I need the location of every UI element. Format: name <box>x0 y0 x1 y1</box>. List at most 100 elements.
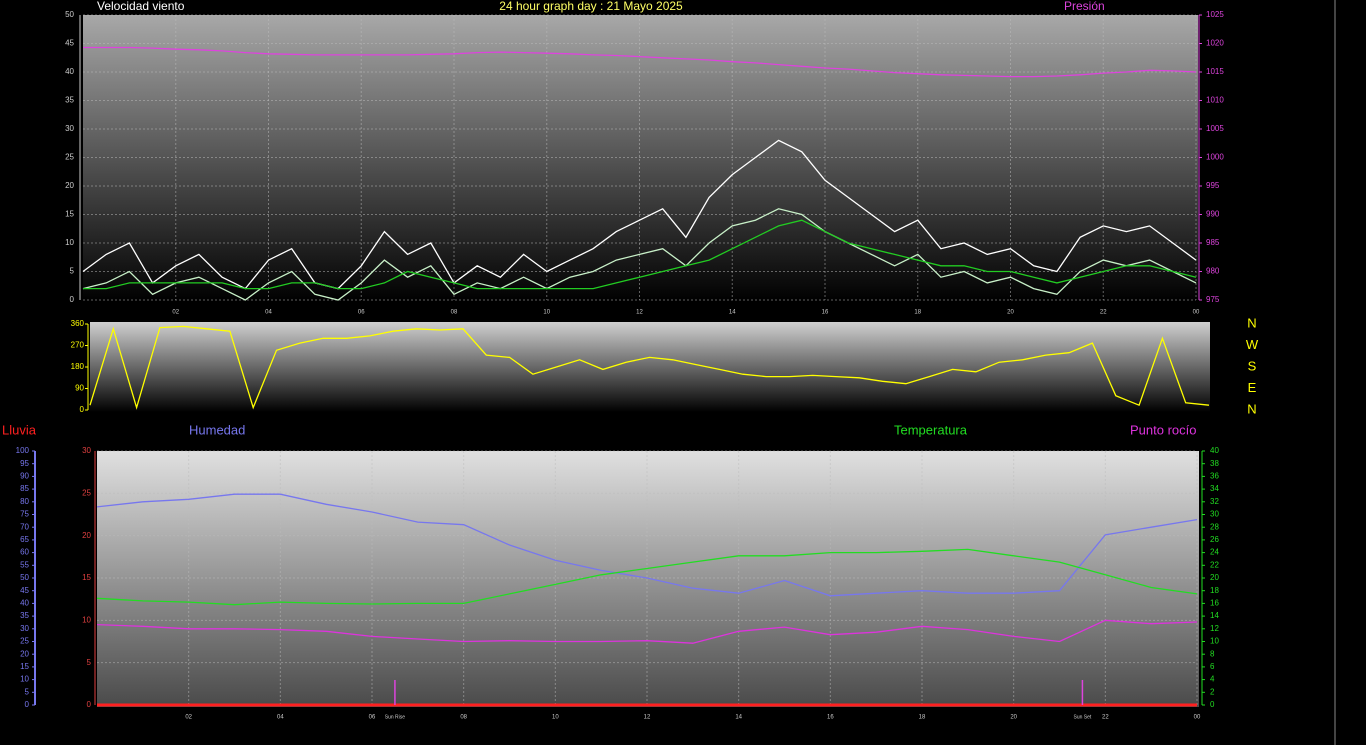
x-tick-label: 18 <box>914 310 921 316</box>
series-line <box>82 139 1197 290</box>
x-tick-label: 08 <box>460 715 467 721</box>
x-tick-label: 14 <box>735 715 742 721</box>
series-line <box>89 325 1210 410</box>
y2-tick-label: 985 <box>1206 238 1220 247</box>
y2-tick-label: 34 <box>1210 484 1219 493</box>
y2-tick-label: 18 <box>1210 586 1219 595</box>
y-tick-label: 30 <box>65 124 74 133</box>
y-tick-label: 35 <box>65 96 74 105</box>
y2-tick-label: 36 <box>1210 472 1219 481</box>
x-tick-label: 08 <box>451 310 458 316</box>
y2-tick-label: 8 <box>1210 649 1215 658</box>
y3-tick-label: 25 <box>20 637 29 646</box>
y3-tick-label: 60 <box>20 548 29 557</box>
series-line <box>83 46 1197 78</box>
y2-tick-label: 32 <box>1210 497 1219 506</box>
y-tick-label: 30 <box>82 446 91 455</box>
y2-tick-label: 1000 <box>1206 153 1224 162</box>
y2-tick-label: 22 <box>1210 560 1219 569</box>
y-tick-label: 25 <box>65 153 74 162</box>
y-tick-label: 10 <box>65 238 74 247</box>
y2-tick-label: 14 <box>1210 611 1219 620</box>
y3-tick-label: 55 <box>20 560 29 569</box>
y-tick-label: 180 <box>71 362 85 371</box>
y3-tick-label: 100 <box>16 446 30 455</box>
y2-tick-label: 28 <box>1210 522 1219 531</box>
x-tick-label: 20 <box>1007 310 1014 316</box>
y2-tick-label: 38 <box>1210 459 1219 468</box>
y2-tick-label: 995 <box>1206 181 1220 190</box>
y3-tick-label: 35 <box>20 611 29 620</box>
y2-tick-label: 0 <box>1210 700 1215 709</box>
y-tick-label: 0 <box>80 405 85 414</box>
y2-tick-label: 1005 <box>1206 124 1224 133</box>
y-tick-label: 5 <box>87 658 92 667</box>
x-tick-label: 22 <box>1100 310 1107 316</box>
y2-tick-label: 980 <box>1206 267 1220 276</box>
x-tick-label: 10 <box>552 715 559 721</box>
series-line <box>96 619 1198 644</box>
y2-tick-label: W <box>1246 337 1259 352</box>
y2-tick-label: 1015 <box>1206 67 1224 76</box>
y3-tick-label: 5 <box>25 687 30 696</box>
y2-tick-label: 990 <box>1206 210 1220 219</box>
series-line <box>82 208 1197 301</box>
plot-background <box>90 322 1210 412</box>
y2-tick-label: 40 <box>1210 446 1219 455</box>
y2-tick-label: 6 <box>1210 662 1215 671</box>
x-tick-label: 00 <box>1193 310 1200 316</box>
x-tick-label: 02 <box>172 310 179 316</box>
y2-tick-label: 26 <box>1210 535 1219 544</box>
y2-tick-label: N <box>1247 315 1256 330</box>
y2-tick-label: 20 <box>1210 573 1219 582</box>
legend-label: Lluvia <box>2 422 37 437</box>
y3-tick-label: 90 <box>20 472 29 481</box>
legend-label: Punto rocío <box>1130 422 1197 437</box>
y-tick-label: 5 <box>70 267 75 276</box>
y-tick-label: 0 <box>87 700 92 709</box>
y-tick-label: 360 <box>71 319 85 328</box>
y2-tick-label: E <box>1248 380 1257 395</box>
chart-title: 24 hour graph day : 21 Mayo 2025 <box>499 0 683 13</box>
y-tick-label: 15 <box>82 573 91 582</box>
x-tick-label: 12 <box>644 715 651 721</box>
y3-tick-label: 10 <box>20 675 29 684</box>
y3-tick-label: 0 <box>25 700 30 709</box>
y-tick-label: 25 <box>82 488 91 497</box>
y-tick-label: 90 <box>75 384 84 393</box>
plot-background <box>97 451 1199 707</box>
y3-tick-label: 20 <box>20 649 29 658</box>
y2-tick-label: 30 <box>1210 510 1219 519</box>
y-tick-label: 40 <box>65 67 74 76</box>
x-tick-label: 16 <box>822 310 829 316</box>
y2-tick-label: 4 <box>1210 675 1215 684</box>
y3-tick-label: 50 <box>20 573 29 582</box>
x-tick-label: 00 <box>1194 715 1201 721</box>
x-tick-label: 22 <box>1102 715 1109 721</box>
y3-tick-label: 30 <box>20 624 29 633</box>
x-tick-label: 10 <box>543 310 550 316</box>
y3-tick-label: 95 <box>20 459 29 468</box>
legend-label: Presión <box>1064 0 1105 13</box>
x-tick-label: 06 <box>369 715 376 721</box>
y2-tick-label: 1010 <box>1206 96 1224 105</box>
y2-tick-label: 12 <box>1210 624 1219 633</box>
y-tick-label: 270 <box>71 341 85 350</box>
x-tick-label: 06 <box>358 310 365 316</box>
legend-label: Velocidad viento <box>97 0 185 13</box>
y2-tick-label: 1020 <box>1206 39 1224 48</box>
y2-tick-label: S <box>1248 358 1257 373</box>
y3-tick-label: 80 <box>20 497 29 506</box>
sun-label: Sun Set <box>1074 714 1092 720</box>
x-tick-label: 20 <box>1010 715 1017 721</box>
y3-tick-label: 70 <box>20 522 29 531</box>
y3-tick-label: 45 <box>20 586 29 595</box>
y-tick-label: 45 <box>65 39 74 48</box>
y-tick-label: 20 <box>82 531 91 540</box>
y-tick-label: 20 <box>65 181 74 190</box>
plot-background <box>83 15 1198 302</box>
legend-label: Temperatura <box>894 422 968 437</box>
y2-tick-label: 1025 <box>1206 10 1224 19</box>
y3-tick-label: 75 <box>20 510 29 519</box>
y3-tick-label: 15 <box>20 662 29 671</box>
